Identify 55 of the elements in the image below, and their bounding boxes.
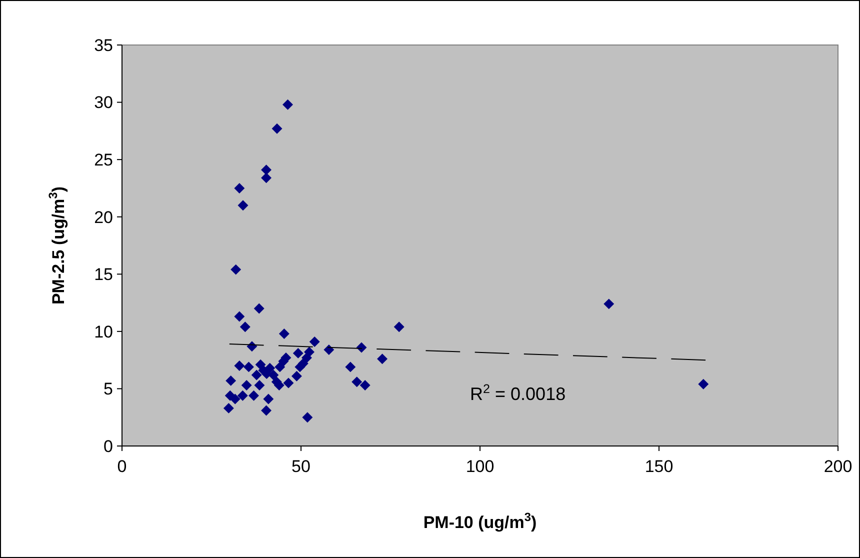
point xyxy=(261,172,272,184)
point xyxy=(304,346,314,358)
point xyxy=(302,412,313,423)
point xyxy=(263,394,274,404)
y-tick-label: 20 xyxy=(94,208,113,227)
point xyxy=(230,264,242,275)
point xyxy=(248,390,259,401)
y-tick-label: 0 xyxy=(104,436,113,456)
point xyxy=(226,375,236,386)
point xyxy=(254,303,264,314)
point xyxy=(234,360,245,372)
point xyxy=(360,380,370,391)
point xyxy=(604,298,614,310)
y-tick-label: 30 xyxy=(94,93,113,112)
x-axis-title: PM-10 (ug/m$^{3}$) xyxy=(423,510,537,532)
point xyxy=(698,378,709,390)
y-tick-label: 10 xyxy=(94,322,113,342)
point xyxy=(283,378,294,388)
point xyxy=(324,344,334,355)
point xyxy=(223,402,234,414)
point xyxy=(251,370,262,380)
point xyxy=(394,322,404,332)
point xyxy=(241,380,252,391)
point xyxy=(309,336,320,347)
point xyxy=(234,182,245,194)
point xyxy=(356,342,367,353)
x-tick-label: 0 xyxy=(117,457,127,476)
x-tick-label: 50 xyxy=(292,457,310,476)
annotation: R$^{2}$ = 0.0018 xyxy=(470,382,566,404)
point xyxy=(274,362,286,372)
x-tick-label: 150 xyxy=(644,457,674,476)
point xyxy=(345,362,356,372)
y-tick-label: 5 xyxy=(104,380,113,399)
point xyxy=(298,358,308,369)
point xyxy=(377,354,388,364)
point xyxy=(261,164,272,176)
point xyxy=(243,362,254,372)
point xyxy=(291,370,302,382)
point xyxy=(230,394,240,404)
point xyxy=(278,328,290,339)
point xyxy=(254,380,265,391)
y-tick-label: 35 xyxy=(94,36,113,55)
y-tick-label: 15 xyxy=(94,265,113,284)
point xyxy=(237,390,248,401)
point xyxy=(292,348,304,358)
x-tick-label: 100 xyxy=(466,457,494,476)
x-tick-label: 200 xyxy=(824,457,852,476)
point xyxy=(240,322,250,332)
point xyxy=(352,376,362,388)
point xyxy=(261,405,272,416)
point xyxy=(272,123,282,134)
y-tick-label: 25 xyxy=(94,150,113,170)
point xyxy=(234,311,245,322)
point xyxy=(282,99,293,110)
point xyxy=(238,200,248,211)
